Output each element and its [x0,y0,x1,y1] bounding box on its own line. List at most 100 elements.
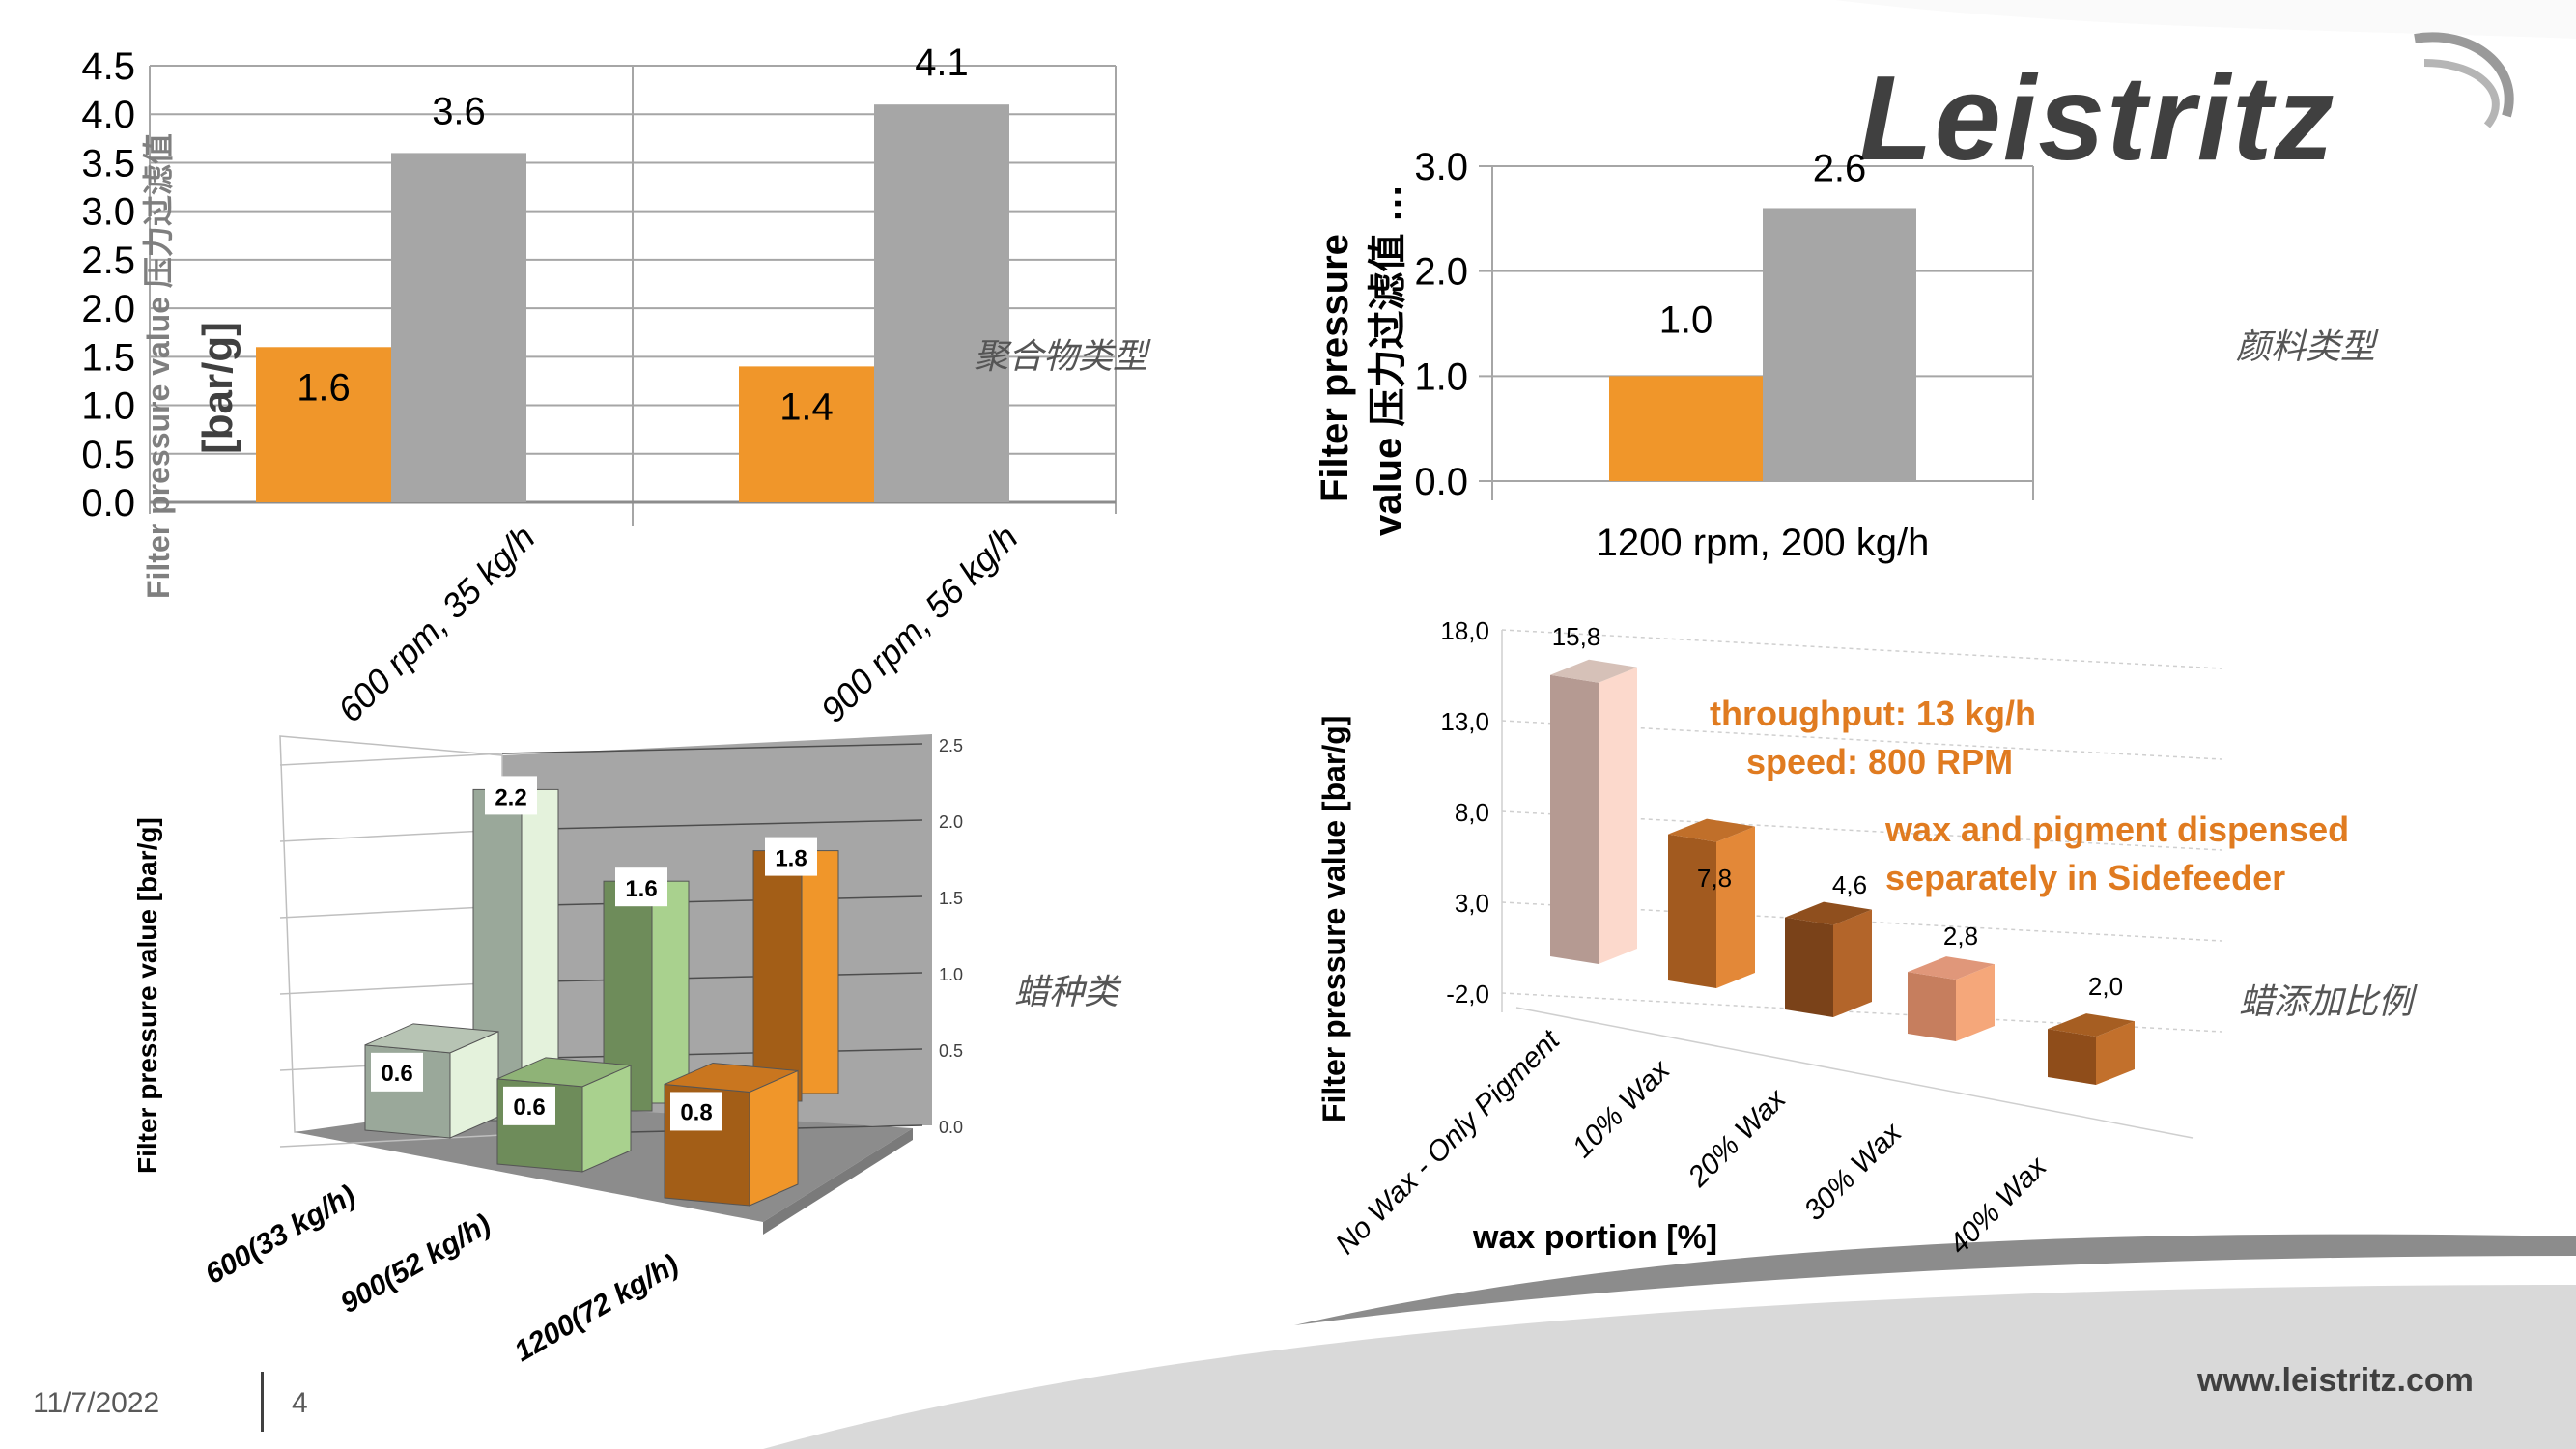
y-tick-label: 1.0 [81,385,135,428]
swoosh-dark [1294,1234,2576,1325]
footer-date: 11/7/2022 [33,1387,160,1419]
chart4-side-label: 蜡添加比例 [2239,982,2414,1022]
chart2-side-label: 颜料类型 [2236,327,2376,367]
y-axis-label: Filter pressure value 压力过滤值 [141,133,176,599]
y-tick-label: 13,0 [1440,707,1489,736]
data-label-box [503,1086,555,1125]
y-axis-unit: [bar/g] [194,322,241,454]
data-label: 7,8 [1697,864,1732,893]
x-tick-label: 1200 rpm, 200 kg/h [1597,522,1930,564]
data-label: 1.4 [779,385,834,428]
swoosh-light [763,1285,2576,1449]
x-tick-label: 20% Wax [1682,1083,1793,1194]
x-axis-label: wax portion [%] [1472,1219,1717,1256]
data-label: 1.6 [297,366,351,409]
y-tick-label: 0.5 [81,434,135,476]
bar-back-front [752,850,803,1102]
bar-front-face [1668,834,1716,988]
y-axis-label: Filter pressure value [bar/g] [1316,716,1351,1122]
data-label-box [485,776,537,815]
data-label: 0.6 [513,1094,545,1121]
y-axis-label: Filter pressure [1314,234,1356,502]
floor-line [1515,1007,2194,1139]
y-tick-label: 0.0 [1414,461,1468,503]
data-label: 4,6 [1832,870,1867,899]
bar-front-face [1550,674,1599,964]
bar-gray [391,153,526,502]
y-tick-label: 1.0 [1414,355,1468,398]
y-tick-label: 1.5 [939,889,963,908]
header-tint [1835,0,2576,39]
gridline [501,819,923,831]
data-label: 0.8 [680,1099,712,1125]
gridline-side [279,753,503,766]
footer-divider [261,1372,264,1432]
y-axis-label: Filter pressure value [bar/g] [132,817,162,1174]
bar-front-top [664,1062,799,1093]
data-label-box [765,837,817,876]
chart1-side-label: 聚合物类型 [974,337,1148,377]
bar-front-top [364,1023,499,1054]
data-label-box [615,867,667,907]
y-tick-label: 1.5 [81,336,135,379]
data-label: 1.0 [1659,298,1713,341]
bar-side-face [1956,964,1995,1041]
y-tick-label: 1.0 [939,965,963,984]
gridline [1501,629,2222,669]
bar-front-face [1908,972,1956,1041]
y-axis-label-2: value 压力过滤值 … [1367,184,1409,536]
y-tick-label: 0.5 [939,1041,963,1061]
x-tick-label: 10% Wax [1567,1054,1677,1164]
bar-side-face [1599,667,1637,964]
bar-gray [1763,208,1916,481]
bar-front-top [496,1057,632,1088]
y-tick-label: 2.0 [939,812,963,832]
annotation-sidefeeder: separately in Sidefeeder [1885,858,2286,897]
bar-back-side [801,850,839,1094]
y-tick-label: 4.5 [81,45,135,88]
y-tick-label: 3.0 [1414,146,1468,188]
data-label: 2,8 [1943,922,1978,951]
y-tick-label: 0.0 [81,482,135,525]
chart3-side-label: 蜡种类 [1014,973,1119,1012]
website-link[interactable]: www.leistritz.com [2197,1362,2474,1399]
y-tick-label: 8,0 [1455,798,1489,827]
data-label: 1.8 [775,846,807,872]
data-label: 2,0 [2088,972,2123,1001]
bar-top-face [1785,901,1872,925]
bar-orange [1609,376,1763,481]
bar-side-face [1833,909,1872,1017]
gridline [501,743,923,754]
annotation-dispensed: wax and pigment dispensed [1885,810,2350,849]
y-tick-label: 2.0 [81,288,135,330]
leistritz-logo: Leistritz [1859,52,2336,185]
gridline [501,1048,923,1060]
bar-front-face [1785,917,1833,1017]
annotation-speed: speed: 800 RPM [1746,742,2014,781]
floor-edge [763,1128,913,1235]
bar-side-face [1716,826,1755,988]
bar-gray [874,104,1009,502]
data-label: 3.6 [432,90,486,132]
y-tick-label: 2.5 [81,240,135,282]
data-label: 0.6 [381,1061,412,1087]
bar-orange [739,366,874,502]
data-label-box [670,1092,722,1131]
y-tick-label: 2.5 [939,736,963,755]
y-tick-label: 3.5 [81,142,135,185]
data-label: 1.6 [625,876,657,902]
y-tick-label: 4.0 [81,94,135,136]
gridline [501,895,923,907]
y-tick-label: 3,0 [1455,889,1489,918]
data-label: 4.1 [915,42,969,84]
bar-top-face [1550,659,1637,683]
bar-top-face [2048,1013,2135,1037]
annotation-throughput: throughput: 13 kg/h [1710,694,2036,733]
data-label: 15,8 [1552,622,1601,651]
gridline-side [279,905,503,919]
data-label-box [371,1052,423,1092]
